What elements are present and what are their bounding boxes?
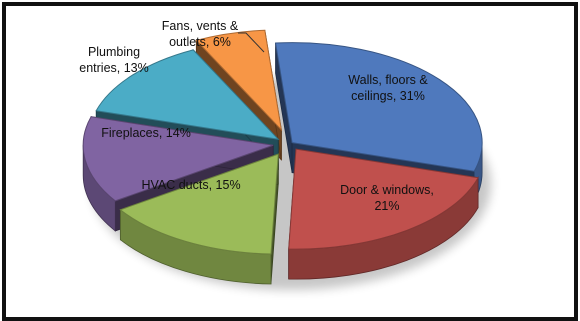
slice-label-line: outlets, 6%	[169, 35, 231, 49]
slice-label-line: Fireplaces, 14%	[101, 126, 191, 140]
slice-label: Fireplaces, 14%	[101, 126, 191, 140]
slice-top-door-windows	[288, 148, 479, 250]
slice-label-line: Door & windows,	[340, 183, 434, 197]
pie-chart: Walls, floors & ceilings, 31% Door & windo…	[79, 19, 491, 290]
slice-label-line: 21%	[374, 199, 399, 213]
slice-label: Plumbing entries, 13%	[79, 45, 148, 75]
slice-label-line: HVAC ducts, 15%	[141, 178, 240, 192]
slice-label-line: Plumbing	[88, 45, 140, 59]
slice-top-walls-floors-ceilings	[274, 42, 483, 172]
slice-label: HVAC ducts, 15%	[141, 178, 240, 192]
slice-top-plumbing-entries	[95, 49, 280, 140]
leader-line	[238, 32, 265, 53]
slice-label-line: ceilings, 31%	[351, 89, 425, 103]
slice-top-fans-vents-outlets	[195, 29, 283, 132]
slice-label: Walls, floors & ceilings, 31%	[348, 73, 428, 103]
slice-label-line: Walls, floors &	[348, 73, 428, 87]
slice-label-line: Fans, vents &	[162, 19, 239, 33]
slice-label: Fans, vents & outlets, 6%	[162, 19, 239, 49]
slice-label-line: entries, 13%	[79, 61, 148, 75]
slice-top-fireplaces	[82, 116, 274, 202]
slice-top-hvac-ducts	[119, 153, 279, 255]
slice-label: Door & windows, 21%	[340, 183, 434, 213]
